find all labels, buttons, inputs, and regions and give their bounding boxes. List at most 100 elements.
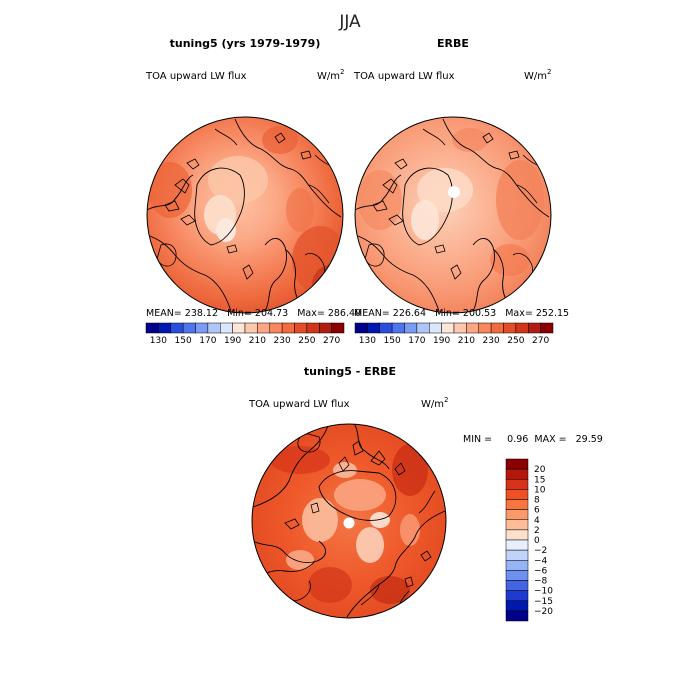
colorbar-diff-tick-label: −20 [534,607,553,617]
colorbar-model-tick-label: 170 [199,336,216,346]
colorbar-model-swatch [306,322,320,334]
map-obs [355,117,551,313]
colorbar-model-swatch [294,322,308,334]
colorbar-model-swatch [182,322,196,334]
colorbar-model-swatch [170,322,184,334]
colorbar-diff-swatch [505,539,529,551]
colorbar-model-swatch [232,322,246,334]
colorbar-obs-tick-label: 130 [359,336,376,346]
colorbar-obs-tick-label: 150 [384,336,401,346]
map-obs-pole-missing [448,186,460,198]
colorbar-model-swatch [281,322,295,334]
panel-obs-variable: TOA upward LW flux [353,71,455,82]
colorbar-model-tick-label: 130 [150,336,167,346]
colorbar-model-swatch [145,322,159,334]
colorbar-diff-swatch [505,560,529,571]
colorbar-model-tick-label: 210 [249,336,266,346]
colorbar-obs-swatch [416,322,430,334]
panel-model-variable: TOA upward LW flux [145,71,247,82]
map-obs-border [354,116,552,314]
panel-model-title: tuning5 (yrs 1979-1979) [170,37,321,50]
colorbar-model-swatch [331,322,345,334]
colorbar-obs-swatch [528,322,541,334]
panel-obs: ERBE TOA upward LW flux W/m2 MEAN= 226.6… [353,37,569,346]
panel-model-stats: MEAN= 238.12 Min= 204.73 Max= 286.40 [146,308,361,319]
colorbar-model-swatch [158,322,171,334]
figure-title: JJA [338,12,361,32]
colorbar-diff-tick-label: 4 [534,516,540,526]
colorbar-diff-tick-label: 6 [534,506,540,516]
colorbar-model-tick-label: 230 [274,336,291,346]
colorbar-obs-swatch [354,322,368,334]
colorbar-model-swatch [319,322,332,334]
colorbar-diff-swatch [505,509,529,520]
panel-obs-units: W/m2 [524,68,551,82]
panel-obs-stats: MEAN= 226.64 Min= 200.53 Max= 252.15 [354,308,569,319]
colorbar-obs-tick-label: 250 [507,336,524,346]
colorbar-obs-swatch [391,322,405,334]
colorbar-diff-tick-label: −15 [534,597,553,607]
colorbar-obs-swatch [466,322,479,334]
colorbar-diff-swatch [505,479,529,490]
colorbar-diff-swatch [505,549,529,561]
colorbar-obs: 130 150 170 190 210 230 250 270 [354,322,554,346]
colorbar-diff-swatch [505,529,529,541]
colorbar-diff-tick-label: −6 [534,566,548,576]
colorbar-obs-swatch [379,322,393,334]
panel-diff: tuning5 - ERBE TOA upward LW flux W/m2 M… [248,365,603,622]
colorbar-diff-tick-label: 8 [534,496,540,506]
colorbar-diff-tick-label: −2 [534,546,547,556]
colorbar-diff-swatch [505,519,529,531]
colorbar-diff-tick-label: −10 [534,587,553,597]
map-model-border [146,116,344,314]
colorbar-model-swatch [195,322,209,334]
colorbar-obs-swatch [478,322,492,334]
colorbar-obs-tick-label: 190 [433,336,450,346]
colorbar-diff-tick-label: −8 [534,577,548,587]
colorbar-obs-swatch [453,322,467,334]
colorbar-model-tick-label: 250 [298,336,315,346]
colorbar-obs-tick-label: 170 [408,336,425,346]
panel-model-units: W/m2 [317,68,344,82]
panel-diff-units: W/m2 [421,396,448,410]
colorbar-model-tick-label: 150 [175,336,192,346]
colorbar-model-swatch [244,322,258,334]
colorbar-diff-tick-label: −4 [534,556,548,566]
colorbar-model-swatch [257,322,270,334]
colorbar-obs-swatch [540,322,554,334]
colorbar-model-swatch [220,322,233,334]
colorbar-diff-swatch [505,580,529,591]
colorbar-diff-swatch [505,590,529,601]
panel-diff-variable: TOA upward LW flux [248,399,350,410]
panel-model: tuning5 (yrs 1979-1979) TOA upward LW fl… [145,37,361,346]
panel-diff-stats: MIN = 0.96 MAX = 29.59 [463,434,603,445]
colorbar-obs-swatch [441,322,455,334]
colorbar-diff-swatch [505,600,529,612]
colorbar-model-tick-label: 270 [323,336,340,346]
colorbar-diff-tick-label: 15 [534,475,545,485]
colorbar-obs-swatch [490,322,504,334]
colorbar-diff-swatch [505,610,529,622]
colorbar-diff-tick-label: 0 [534,536,540,546]
map-diff-pole-missing [343,517,355,529]
panel-diff-title: tuning5 - ERBE [304,365,396,378]
map-diff-border [251,423,447,619]
colorbar-obs-swatch [429,322,442,334]
colorbar-obs-tick-label: 230 [483,336,500,346]
colorbar-obs-swatch [367,322,380,334]
colorbar-obs-swatch [515,322,529,334]
colorbar-diff-swatch [505,458,529,470]
panel-obs-title: ERBE [437,37,469,50]
colorbar-model-tick-label: 190 [224,336,241,346]
colorbar-obs-swatch [503,322,517,334]
colorbar-obs-tick-label: 270 [532,336,549,346]
colorbar-obs-swatch [404,322,418,334]
map-model [147,117,343,313]
colorbar-model-swatch [269,322,283,334]
colorbar-diff-swatch [505,489,529,500]
colorbar-diff-tick-label: 10 [534,485,546,495]
colorbar-diff-swatch [505,570,529,581]
